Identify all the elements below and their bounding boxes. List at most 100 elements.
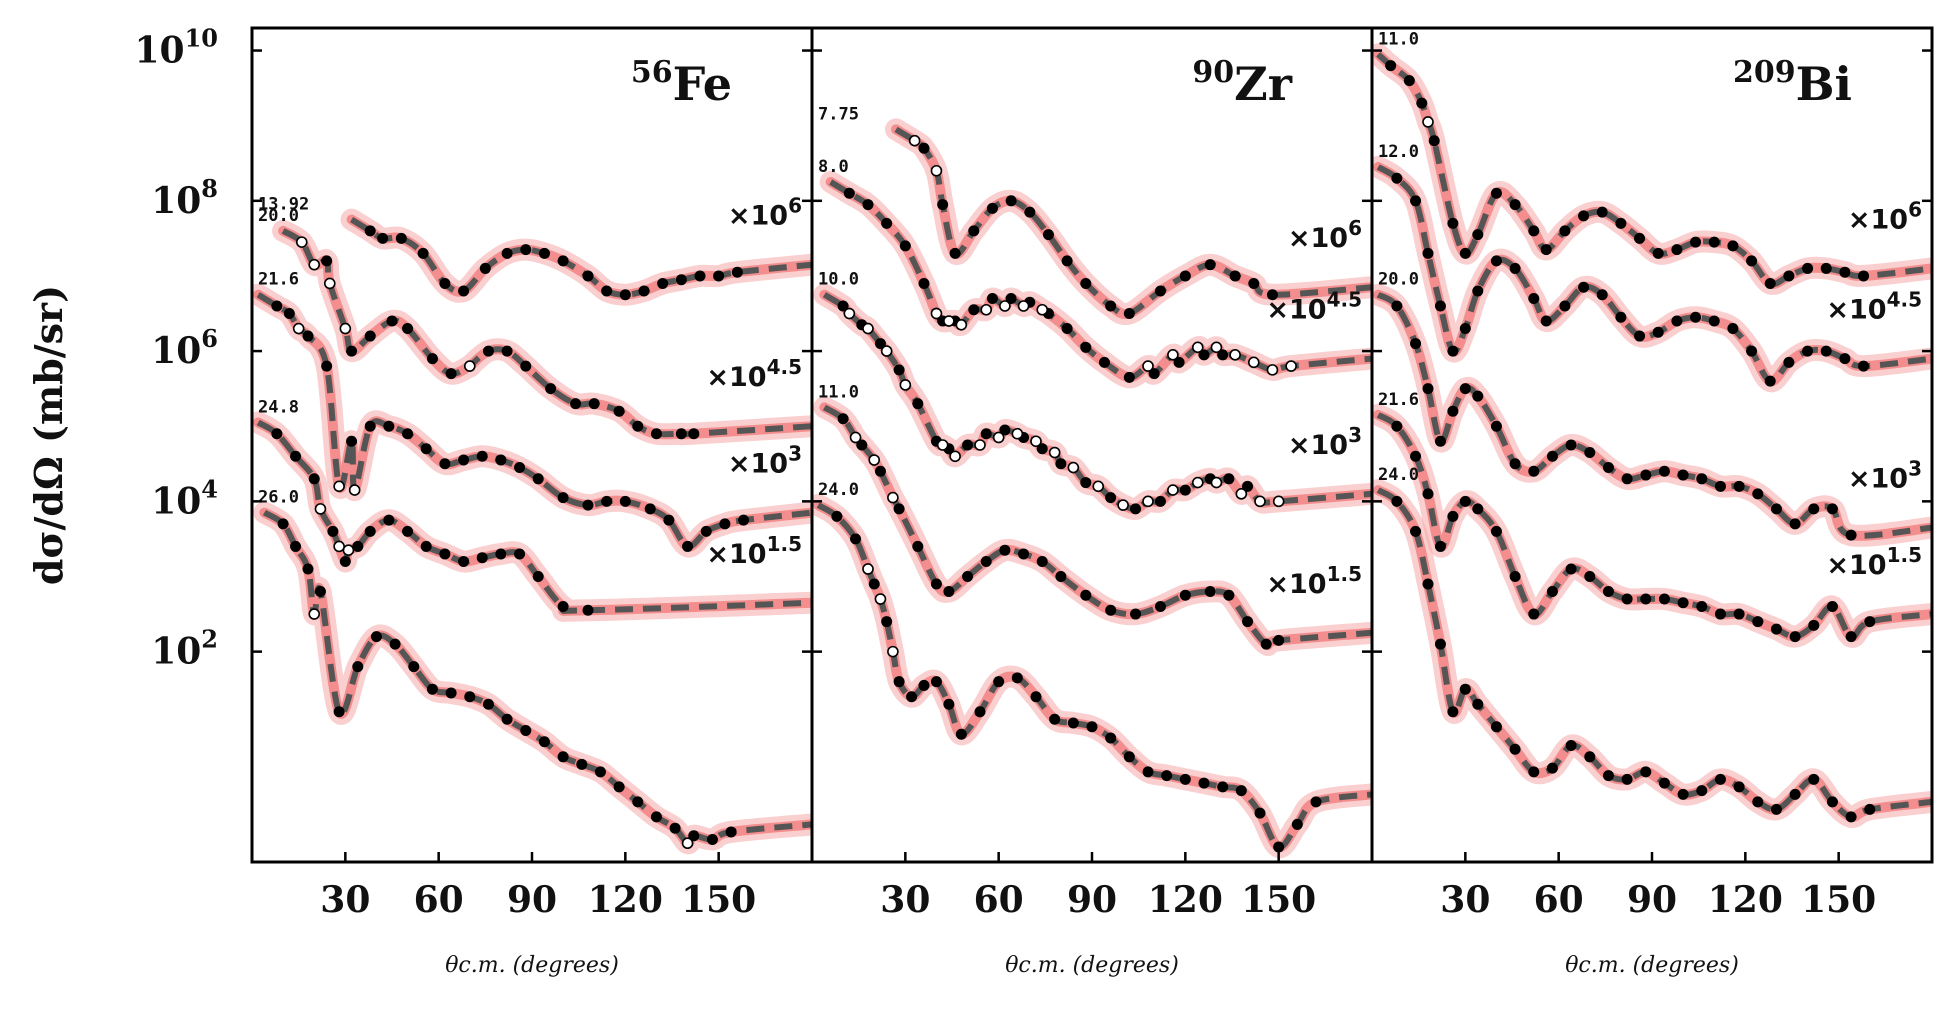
- data-point: [731, 266, 743, 278]
- data-point: [1509, 570, 1521, 582]
- data-point: [1839, 266, 1851, 278]
- data-point: [439, 548, 451, 560]
- data-point: [1080, 341, 1092, 353]
- data-point: [1509, 458, 1521, 470]
- data-point: [283, 308, 295, 320]
- open-data-point: [943, 315, 955, 327]
- data-point: [1671, 244, 1683, 256]
- data-point: [1528, 292, 1540, 304]
- open-data-point: [849, 431, 862, 444]
- data-point: [831, 510, 843, 522]
- data-point: [1011, 672, 1023, 684]
- data-point: [1472, 285, 1484, 297]
- data-point: [1410, 450, 1422, 462]
- data-point: [893, 503, 905, 515]
- data-point: [1403, 75, 1415, 87]
- y-tick-label: 108: [151, 174, 218, 222]
- data-point: [1142, 766, 1154, 778]
- open-data-point: [1167, 349, 1179, 361]
- data-point: [1472, 503, 1484, 515]
- data-point: [1198, 349, 1210, 361]
- energy-label: 24.0: [1378, 465, 1419, 485]
- scale-label: ×101.5: [1826, 543, 1922, 581]
- data-point: [1385, 60, 1397, 72]
- data-point: [937, 199, 949, 211]
- open-data-point: [930, 307, 943, 320]
- data-point: [1459, 247, 1471, 259]
- data-point: [1808, 503, 1820, 515]
- data-point: [881, 217, 893, 229]
- data-point: [1546, 586, 1558, 598]
- data-point: [1746, 255, 1758, 267]
- energy-label: 13.92: [258, 195, 309, 215]
- data-point: [613, 405, 625, 417]
- data-point: [949, 247, 961, 259]
- data-point: [868, 578, 880, 590]
- data-point: [1472, 229, 1484, 241]
- data-point: [1148, 368, 1160, 380]
- open-data-point: [1229, 349, 1241, 361]
- data-point: [1696, 473, 1708, 485]
- panels: 13.92 ×106 20.0 ×104.5 21.6 ×103 24.8 ×101.5 26.…: [250, 26, 1934, 978]
- data-point: [1640, 593, 1652, 605]
- scale-label: ×104.5: [1826, 288, 1922, 326]
- data-point: [1596, 289, 1608, 301]
- data-point: [364, 420, 376, 432]
- data-point: [1826, 796, 1838, 808]
- data-point: [1602, 586, 1614, 598]
- open-data-point: [1191, 341, 1204, 354]
- data-point: [1578, 210, 1590, 222]
- data-point: [1391, 300, 1403, 312]
- data-point: [352, 661, 364, 673]
- data-point: [1770, 803, 1782, 815]
- data-point: [1266, 289, 1278, 301]
- data-point: [1123, 308, 1135, 320]
- data-point: [955, 728, 967, 740]
- data-point: [308, 473, 320, 485]
- data-point: [638, 285, 650, 297]
- data-point: [1422, 383, 1434, 395]
- y-axis-label-text: dσ/dΩ (mb/sr): [26, 285, 71, 585]
- data-point: [290, 450, 302, 462]
- energy-label: 21.6: [258, 270, 299, 290]
- data-point: [1459, 683, 1471, 695]
- data-point: [1802, 262, 1814, 274]
- data-point: [417, 247, 429, 259]
- energy-label: 11.0: [818, 382, 859, 402]
- data-point: [1752, 796, 1764, 808]
- data-point: [1273, 634, 1285, 646]
- data-point: [850, 533, 862, 545]
- open-data-point: [1017, 300, 1030, 312]
- data-point: [1490, 255, 1502, 267]
- data-point: [1528, 465, 1540, 477]
- data-point: [1714, 480, 1726, 492]
- data-point: [663, 514, 675, 526]
- data-point: [557, 492, 569, 504]
- fit-curve: [822, 404, 1372, 649]
- data-point: [918, 277, 930, 289]
- data-point: [538, 736, 550, 748]
- x-tick-label: 120: [1148, 879, 1223, 921]
- data-point: [1173, 356, 1185, 368]
- open-data-point: [1285, 360, 1297, 372]
- energy-label: 24.0: [818, 480, 859, 500]
- data-point: [874, 465, 886, 477]
- data-point: [377, 232, 389, 244]
- data-point: [1789, 518, 1801, 530]
- data-point: [445, 368, 457, 380]
- data-point: [613, 781, 625, 793]
- data-point: [1565, 563, 1577, 575]
- data-point: [644, 503, 656, 515]
- panel-bi: 11.0 ×106 12.0 ×104.5 20.0 ×103 21.6 ×101.5 24.0…: [1370, 26, 1934, 978]
- energy-label: 21.6: [1378, 390, 1419, 410]
- data-point: [1447, 405, 1459, 417]
- open-data-point: [980, 303, 993, 316]
- data-point: [1223, 473, 1235, 485]
- data-point: [1528, 766, 1540, 778]
- data-point: [1018, 548, 1030, 560]
- data-point: [364, 330, 376, 342]
- y-axis-label: dσ/dΩ (mb/sr): [26, 285, 71, 585]
- uncertainty-band-outer: [885, 118, 1372, 326]
- x-tick-label: 60: [974, 879, 1024, 921]
